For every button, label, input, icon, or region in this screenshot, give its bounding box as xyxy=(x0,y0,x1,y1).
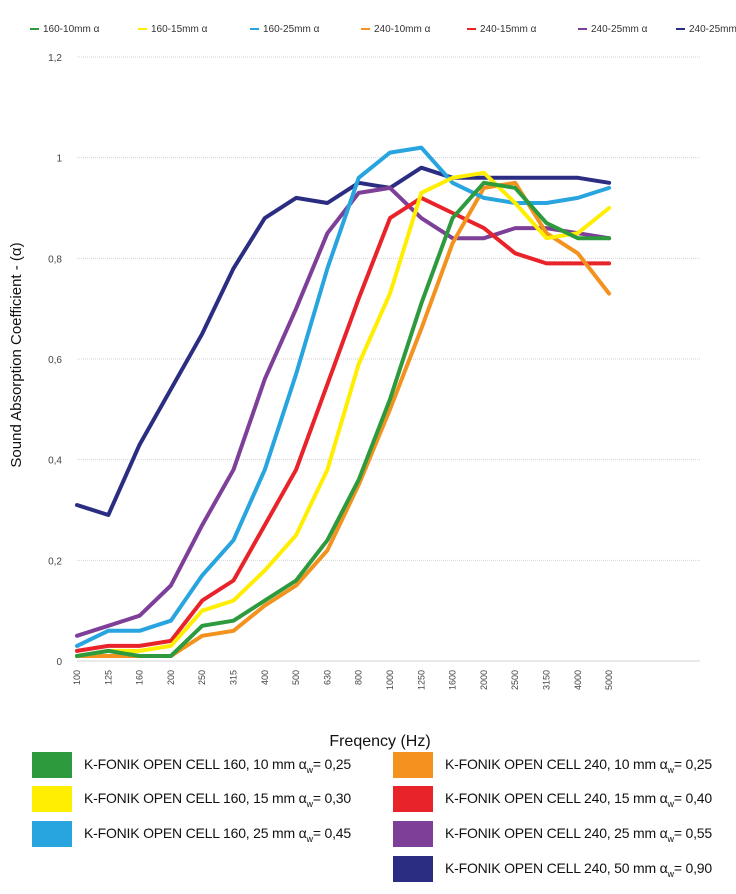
legend-item: K-FONIK OPEN CELL 240, 50 mm αw= 0,90 xyxy=(393,856,712,882)
top-legend: 160-10mm α 160-15mm α 160-25mm α 240-10mm α… xyxy=(30,24,736,35)
x-tick-label: 250 xyxy=(197,670,207,685)
series-line xyxy=(75,170,612,658)
x-tick-label: 160 xyxy=(135,670,145,685)
series-line xyxy=(75,180,612,658)
x-tick-label: 125 xyxy=(103,670,113,685)
series-line xyxy=(75,185,612,638)
x-tick-label: 1000 xyxy=(385,670,395,690)
plot-area: 160-10mm α 160-15mm α 160-25mm α 240-10mm α… xyxy=(30,24,736,690)
series-line xyxy=(75,145,612,648)
top-legend-item: 240-10mm α xyxy=(361,24,431,35)
y-tick-label: 1,2 xyxy=(48,53,62,64)
legend-swatch xyxy=(32,821,72,847)
legend-label: K-FONIK OPEN CELL 160, 25 mm αw= 0,45 xyxy=(84,824,351,844)
top-legend-item: 160-10mm α xyxy=(30,24,100,35)
y-tick-label: 0,4 xyxy=(48,456,62,467)
top-legend-label: 240-10mm α xyxy=(374,24,431,35)
x-axis-label: Freqency (Hz) xyxy=(329,733,431,750)
x-tick-label: 1250 xyxy=(416,670,426,690)
top-legend-item: 240-15mm α xyxy=(467,24,537,35)
top-legend-label: 240-15mm α xyxy=(480,24,537,35)
legend-swatch xyxy=(393,786,433,812)
x-tick-label: 2500 xyxy=(510,670,520,690)
x-tick-label: 5000 xyxy=(604,670,614,690)
legend-label: K-FONIK OPEN CELL 240, 50 mm αw= 0,90 xyxy=(445,859,712,879)
top-legend-item: 240-25mm α xyxy=(676,24,736,35)
legend-item: K-FONIK OPEN CELL 160, 15 mm αw= 0,30 xyxy=(32,786,351,812)
series-line xyxy=(75,165,612,517)
x-tick-label: 500 xyxy=(291,670,301,685)
top-legend-label: 240-25mm α xyxy=(689,24,736,35)
y-tick-label: 0,8 xyxy=(48,254,62,265)
y-tick-label: 1 xyxy=(56,154,62,165)
y-tick-label: 0,6 xyxy=(48,355,62,366)
legend-item: K-FONIK OPEN CELL 160, 10 mm αw= 0,25 xyxy=(32,752,351,778)
top-legend-label: 160-25mm α xyxy=(263,24,320,35)
legend-label: K-FONIK OPEN CELL 240, 15 mm αw= 0,40 xyxy=(445,789,712,809)
legend-label: K-FONIK OPEN CELL 160, 10 mm αw= 0,25 xyxy=(84,755,351,775)
x-tick-label: 315 xyxy=(229,670,239,685)
legend-swatch xyxy=(32,752,72,778)
top-legend-label: 160-10mm α xyxy=(43,24,100,35)
legend-swatch xyxy=(32,786,72,812)
legend-item: K-FONIK OPEN CELL 240, 10 mm αw= 0,25 xyxy=(393,752,712,778)
y-tick-labels: 0 0,2 0,4 0,6 0,8 1 1,2 xyxy=(48,53,62,668)
series-line xyxy=(75,195,612,653)
legend-item: K-FONIK OPEN CELL 240, 15 mm αw= 0,40 xyxy=(393,786,712,812)
x-tick-label: 4000 xyxy=(573,670,583,690)
x-tick-label: 200 xyxy=(166,670,176,685)
top-legend-item: 160-15mm α xyxy=(138,24,208,35)
x-tick-label: 2000 xyxy=(479,670,489,690)
top-legend-label: 240-25mm α xyxy=(591,24,648,35)
top-legend-item: 240-25mm α xyxy=(578,24,648,35)
legend-label: K-FONIK OPEN CELL 240, 10 mm αw= 0,25 xyxy=(445,755,712,775)
series-lines xyxy=(75,145,612,658)
legend-swatch xyxy=(393,856,433,882)
x-tick-label: 3150 xyxy=(542,670,552,690)
x-tick-label: 100 xyxy=(72,670,82,685)
top-legend-item: 160-25mm α xyxy=(250,24,320,35)
legend-label: K-FONIK OPEN CELL 240, 25 mm αw= 0,55 xyxy=(445,824,712,844)
x-tick-label: 800 xyxy=(354,670,364,685)
legend-label: K-FONIK OPEN CELL 160, 15 mm αw= 0,30 xyxy=(84,789,351,809)
legend-swatch xyxy=(393,821,433,847)
gridlines xyxy=(77,56,700,662)
x-tick-label: 400 xyxy=(260,670,270,685)
x-tick-label: 1600 xyxy=(448,670,458,690)
y-tick-label: 0 xyxy=(56,657,62,668)
x-tick-label: 630 xyxy=(322,670,332,685)
legend-swatch xyxy=(393,752,433,778)
legend-item: K-FONIK OPEN CELL 240, 25 mm αw= 0,55 xyxy=(393,821,712,847)
legend-item: K-FONIK OPEN CELL 160, 25 mm αw= 0,45 xyxy=(32,821,351,847)
y-tick-label: 0,2 xyxy=(48,556,62,567)
top-legend-label: 160-15mm α xyxy=(151,24,208,35)
x-tick-labels: 100 125 160 200 250 315 400 500 630 800 1000 1250 16… xyxy=(72,670,614,690)
